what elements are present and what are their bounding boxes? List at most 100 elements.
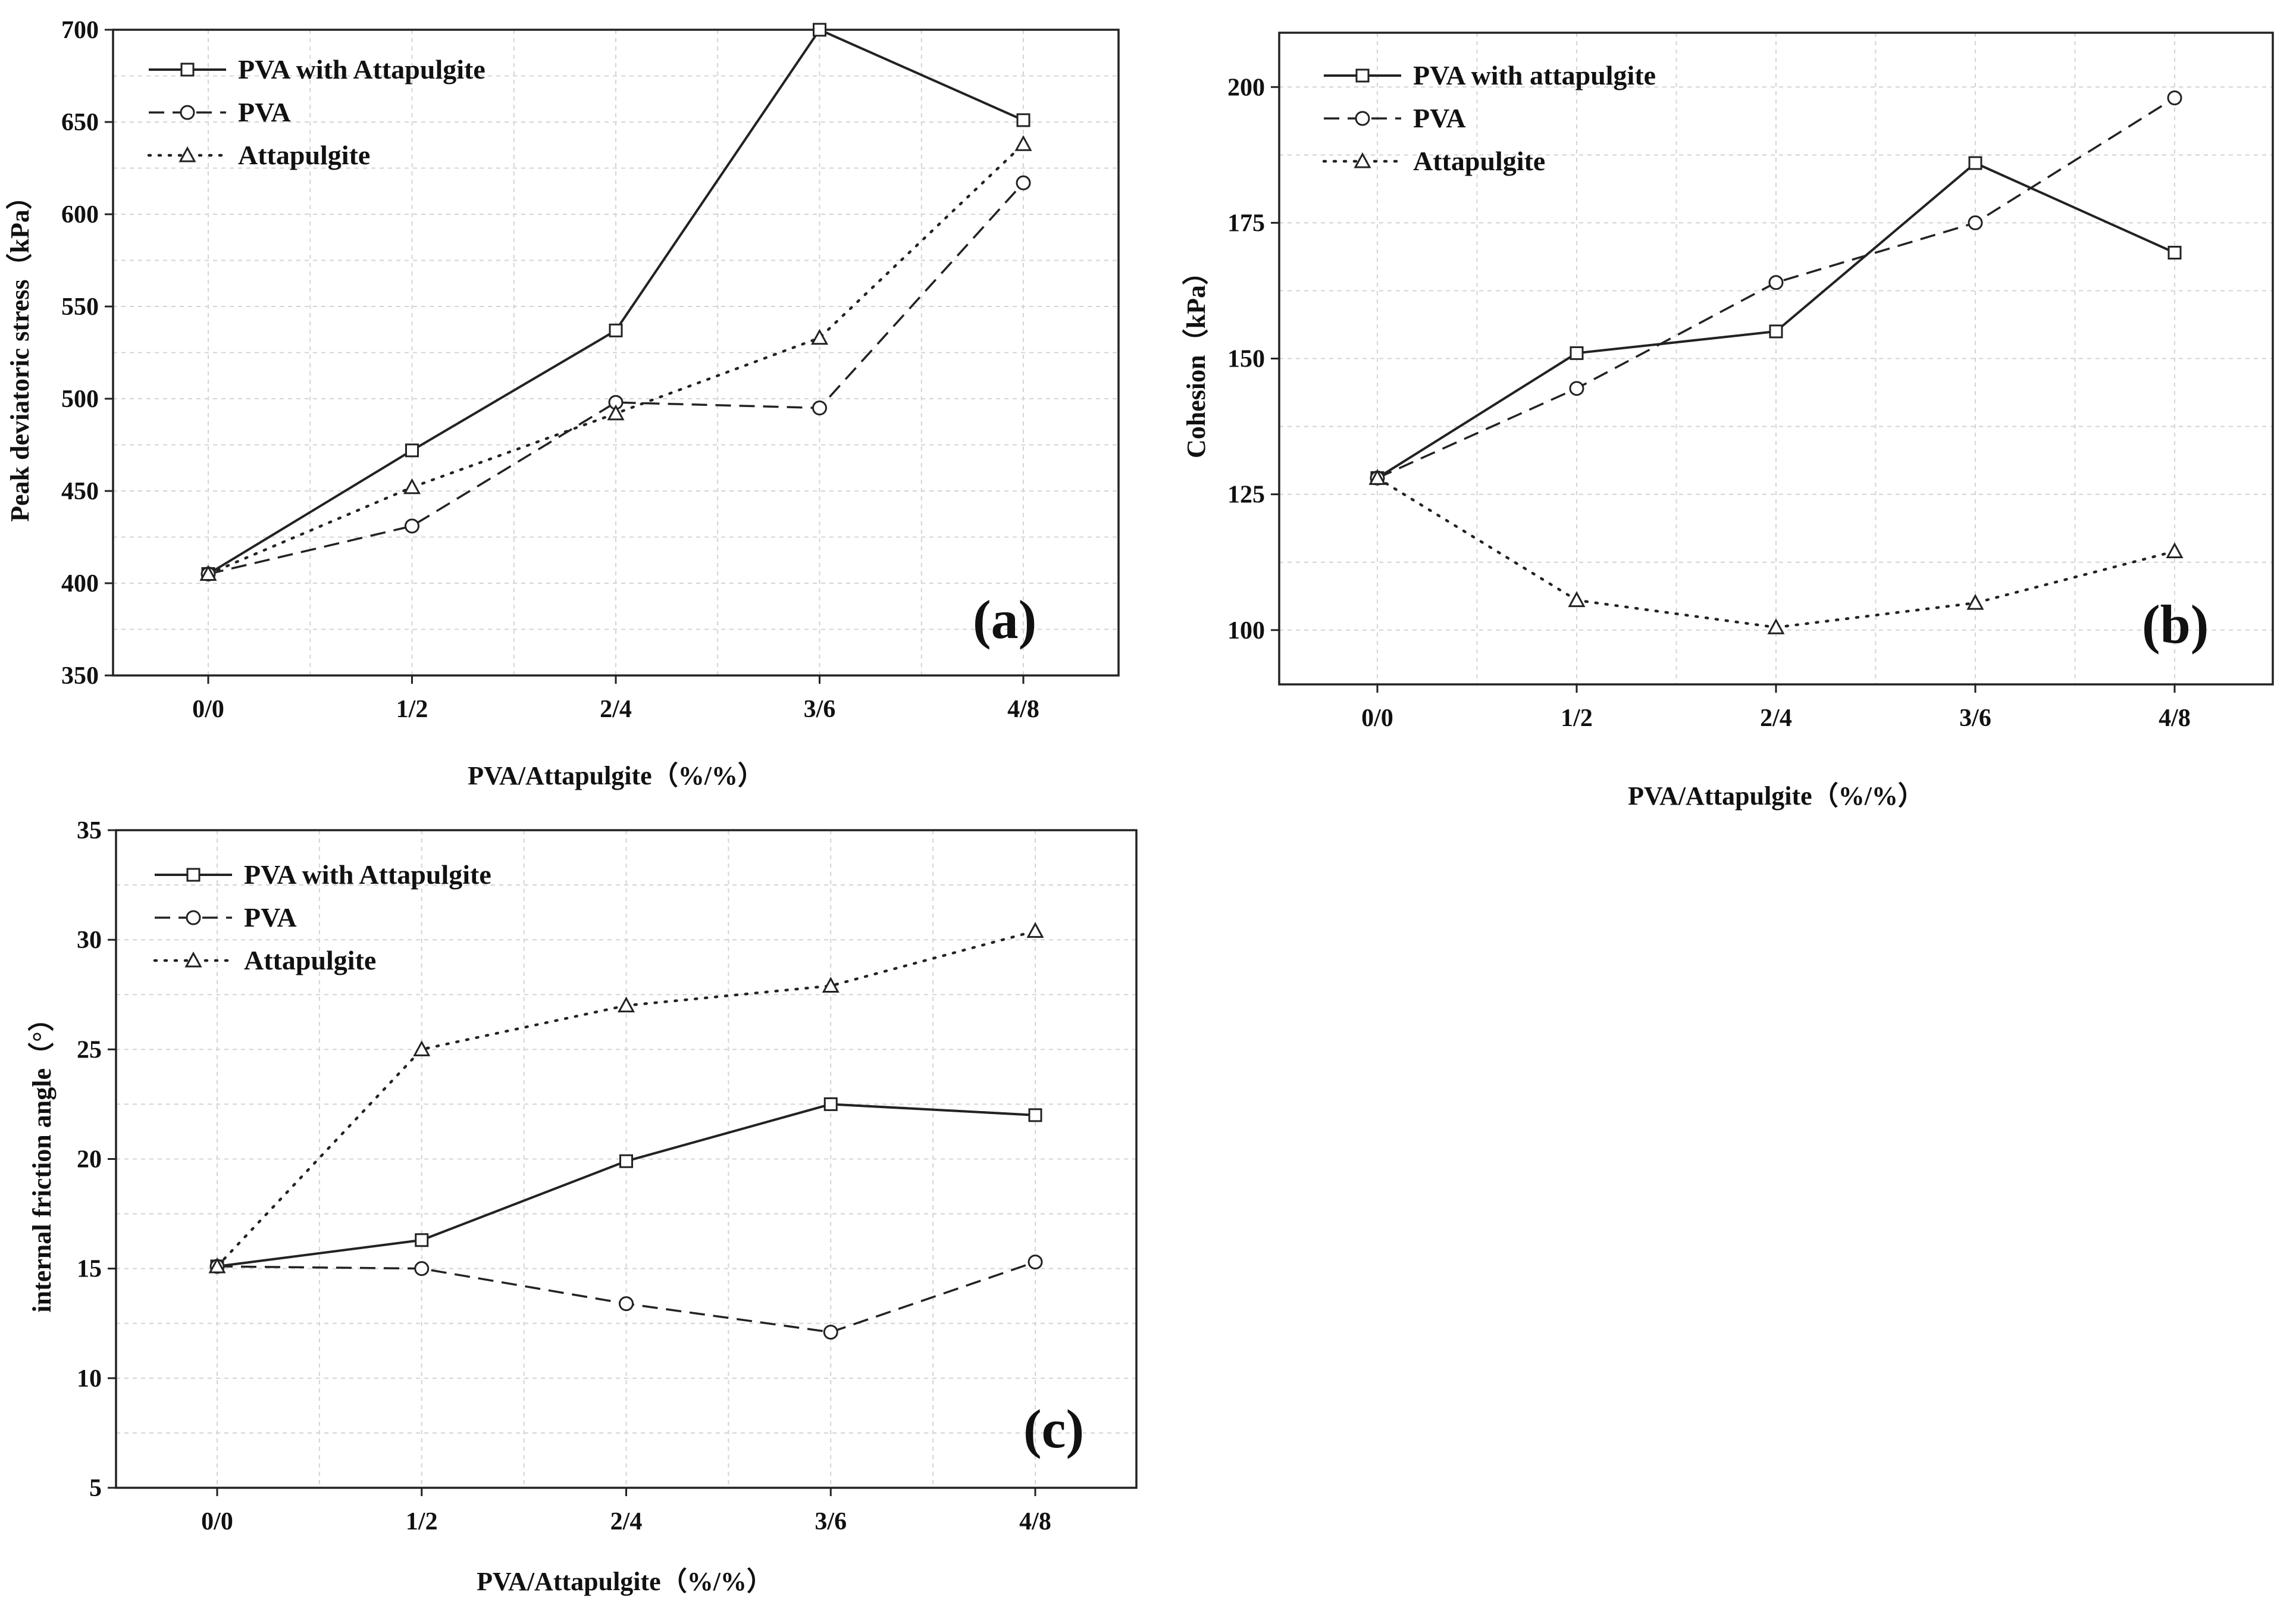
y-tick-label: 5 [89, 1475, 102, 1502]
data-point [619, 1154, 633, 1168]
y-tick-label: 25 [77, 1036, 102, 1063]
legend: PVA with Attapulgite PVA Attapulgite [153, 859, 491, 975]
y-tick-label: 700 [61, 17, 99, 44]
data-point [414, 1261, 430, 1277]
data-point [1768, 275, 1784, 290]
x-axis-label: PVA/Attapulgite（%/%） [1628, 781, 1924, 811]
y-tick-label: 15 [77, 1256, 102, 1283]
legend-label: Attapulgite [244, 945, 376, 975]
data-point [1767, 618, 1785, 634]
data-point [413, 1040, 431, 1056]
x-tick-label: 1/2 [406, 1508, 438, 1535]
x-tick-label: 4/8 [1019, 1508, 1051, 1535]
legend-label: PVA [238, 97, 291, 127]
data-point [823, 1097, 838, 1111]
data-point [810, 329, 829, 345]
data-point [1769, 324, 1783, 339]
data-point [403, 478, 421, 495]
x-tick-label: 0/0 [201, 1508, 233, 1535]
data-point [1028, 1255, 1043, 1270]
chart-a: 350 400 450 500 550 600 650 700 0/0 1/2 2/4 3/6 4/8 P… [5, 17, 1120, 790]
y-tick-label: 450 [61, 478, 99, 505]
data-point [208, 1257, 226, 1274]
y-axis-label: internal friction angle（°） [27, 1005, 57, 1312]
x-tick-label: 2/4 [1760, 705, 1792, 732]
data-point [1026, 922, 1044, 938]
data-point [405, 518, 419, 534]
legend-marker [180, 105, 195, 120]
data-point [199, 565, 217, 581]
x-tick-label: 1/2 [1561, 705, 1593, 732]
y-tick-label: 10 [77, 1365, 102, 1393]
legend-label: Attapulgite [1413, 146, 1545, 176]
y-tick-label: 500 [61, 386, 99, 413]
data-point [1968, 215, 1983, 230]
panel-label: (b) [2142, 594, 2209, 655]
data-point [823, 1324, 838, 1340]
data-point [607, 404, 625, 421]
legend-marker [186, 910, 201, 925]
y-tick-label: 350 [61, 662, 99, 690]
legend-label: PVA with Attapulgite [238, 54, 485, 85]
chart-b: 100 125 150 175 200 0/0 1/2 2/4 3/6 4/8 PVA/Attapu… [1182, 32, 2274, 811]
series-dashed [209, 1255, 1043, 1340]
legend-label: PVA with Attapulgite [244, 859, 491, 890]
data-point [415, 1233, 429, 1247]
data-point [1028, 1108, 1042, 1122]
series-dotted [199, 135, 1032, 581]
legend-marker [184, 951, 202, 968]
y-tick-label: 150 [1227, 346, 1265, 373]
data-point [822, 977, 840, 993]
x-tick-label: 3/6 [815, 1508, 847, 1535]
legend-label: PVA [244, 902, 297, 933]
series-line [208, 182, 1025, 575]
y-tick-label: 550 [61, 293, 99, 321]
legend-label: PVA with attapulgite [1413, 60, 1656, 90]
y-tick-label: 20 [77, 1146, 102, 1174]
panel-label: (a) [973, 589, 1036, 650]
panel-label: (c) [1023, 1399, 1084, 1459]
legend-marker [178, 146, 196, 162]
data-point [609, 323, 623, 337]
series-dotted [208, 922, 1044, 1274]
legend-label: PVA [1413, 103, 1466, 133]
x-axis-label: PVA/Attapulgite（%/%） [468, 761, 764, 790]
data-point [2167, 90, 2182, 105]
legend-label: Attapulgite [238, 140, 370, 170]
y-tick-label: 650 [61, 109, 99, 136]
x-tick-label: 3/6 [1959, 705, 1991, 732]
data-point [1570, 346, 1584, 360]
series-line [207, 28, 1024, 575]
x-tick-label: 1/2 [396, 696, 428, 723]
series-dashed [1370, 90, 2182, 486]
series-line [1377, 97, 2175, 479]
y-axis-label: Peak deviatoric stress（kPa） [5, 183, 35, 522]
legend: PVA with attapulgite PVA Attapulgite [1322, 60, 1656, 176]
legend-marker [186, 868, 201, 882]
x-tick-label: 2/4 [610, 1508, 643, 1535]
legend-marker [1355, 111, 1370, 126]
y-tick-label: 125 [1227, 481, 1265, 509]
x-tick-label: 0/0 [192, 696, 224, 723]
y-tick-label: 35 [77, 817, 102, 844]
series-dashed [201, 175, 1031, 581]
data-point [1014, 135, 1032, 151]
legend-marker [1354, 152, 1371, 168]
data-point [2167, 246, 2182, 260]
data-point [617, 996, 635, 1013]
data-point [1968, 156, 1982, 170]
legend: PVA with Attapulgite PVA Attapulgite [147, 54, 485, 170]
x-tick-label: 3/6 [804, 696, 836, 723]
series-dotted [1368, 469, 2184, 634]
data-point [1016, 113, 1030, 127]
x-tick-label: 4/8 [2159, 705, 2191, 732]
data-point [812, 401, 827, 415]
y-tick-label: 400 [61, 570, 99, 597]
data-point [619, 1296, 634, 1312]
data-point [813, 23, 826, 37]
data-point [2166, 542, 2184, 558]
x-axis-label: PVA/Attapulgite（%/%） [477, 1567, 773, 1596]
data-point [1568, 591, 1586, 608]
data-point [1569, 381, 1584, 396]
